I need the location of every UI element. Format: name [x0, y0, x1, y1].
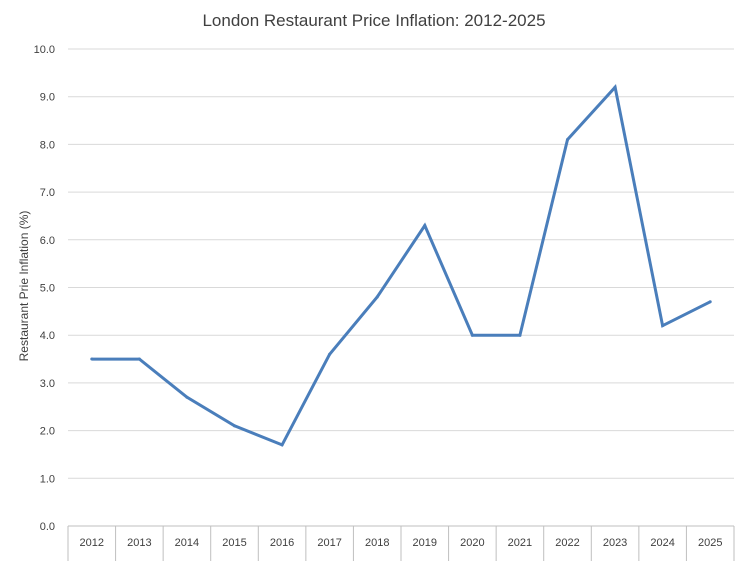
- data-point: [90, 357, 94, 361]
- x-tick-label: 2019: [413, 537, 437, 549]
- x-tick-label: 2018: [365, 537, 389, 549]
- series-line: [91, 83, 711, 447]
- data-point: [233, 424, 236, 428]
- data-point: [375, 295, 379, 299]
- x-axis: [67, 525, 735, 561]
- y-axis-label: Restaurant Prie Inflation (%): [17, 211, 31, 362]
- y-tick-label: 7.0: [40, 187, 55, 199]
- x-tick-label: 2017: [317, 537, 341, 549]
- x-tick-label: 2015: [222, 537, 246, 549]
- y-tick-label: 6.0: [40, 235, 55, 247]
- data-point: [708, 300, 712, 304]
- data-point: [328, 352, 332, 356]
- series-layer: [90, 83, 712, 447]
- y-tick-label: 4.0: [40, 330, 55, 342]
- data-point: [280, 443, 284, 447]
- x-tick-label: 2014: [175, 537, 199, 549]
- data-point: [423, 223, 427, 227]
- x-tick-label: 2020: [460, 537, 484, 549]
- y-tick-label: 1.0: [40, 473, 55, 485]
- y-tick-label: 2.0: [40, 426, 55, 438]
- data-point: [518, 333, 522, 337]
- y-tick-label: 3.0: [40, 378, 55, 390]
- y-tick-label: 5.0: [40, 283, 55, 295]
- x-tick-label: 2022: [555, 537, 579, 549]
- y-tick-label: 8.0: [40, 139, 55, 151]
- x-tick-label: 2013: [127, 537, 151, 549]
- x-tick-label: 2025: [698, 537, 722, 549]
- y-tick-label: 9.0: [40, 92, 55, 104]
- chart-title: London Restaurant Price Inflation: 2012-…: [202, 11, 545, 30]
- x-tick-label: 2012: [80, 537, 104, 549]
- data-point: [137, 357, 141, 361]
- x-tick-label: 2024: [650, 537, 674, 549]
- y-tick-labels: 0.0 1.0 2.0 3.0 4.0 5.0 6.0 7.0 8.0 9.0 10.0: [34, 44, 55, 533]
- y-tick-label: 0.0: [40, 521, 55, 533]
- data-point: [185, 395, 189, 399]
- x-tick-label: 2016: [270, 537, 294, 549]
- data-point: [613, 85, 617, 89]
- x-tick-label: 2023: [603, 537, 627, 549]
- data-point: [470, 333, 474, 337]
- y-tick-label: 10.0: [34, 44, 55, 56]
- data-point: [566, 138, 569, 142]
- data-point: [661, 324, 665, 328]
- x-tick-label: 2021: [508, 537, 532, 549]
- gridlines: [68, 48, 734, 479]
- x-tick-labels: 2012 2013 2014 2015 2016 2017 2018 2019 2020 2021…: [80, 537, 723, 549]
